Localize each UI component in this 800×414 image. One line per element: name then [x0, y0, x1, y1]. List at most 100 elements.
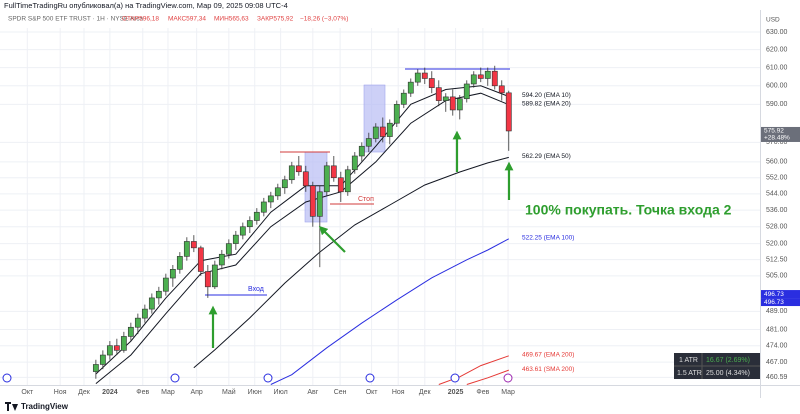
y-tick-label: 512.50	[766, 256, 788, 263]
symbol-header: SPDR S&P 500 ETF TRUST · 1Н · NYSE Arca …	[8, 16, 348, 23]
candle-body	[491, 70, 498, 87]
indicator-line	[95, 92, 509, 384]
atr-cell: 1.5 ATR	[677, 370, 702, 377]
x-tick-label: Ноя	[392, 389, 405, 396]
atr-table: 1 ATR 16.67 (2.69%) 1.5 ATR 25.00 (4.34%…	[674, 353, 760, 379]
candle-body	[106, 345, 113, 356]
x-tick-label: Дек	[78, 389, 91, 396]
event-marker	[365, 373, 375, 383]
candle-body	[99, 354, 106, 365]
y-tick-label: 630.00	[766, 29, 788, 36]
x-tick-label: Авг	[307, 389, 318, 396]
price-tag	[761, 298, 800, 307]
events	[2, 373, 513, 383]
indicator-label: 463.61 (SMA 200)	[522, 366, 574, 373]
x-tick-label: Фев	[476, 389, 489, 396]
candles	[92, 65, 512, 379]
candle-body	[183, 241, 190, 257]
candle-body	[190, 241, 197, 249]
indicator-line	[438, 355, 509, 385]
indicator-label: 594.20 (EMA 10)	[522, 92, 571, 99]
candle-body	[372, 126, 379, 139]
candle-body	[113, 345, 120, 351]
y-tick-label: 610.00	[766, 64, 788, 71]
x-tick-label: Апр	[190, 389, 202, 396]
candle-body	[295, 165, 302, 173]
candle-body	[169, 269, 176, 279]
y-tick-label: 600.00	[766, 83, 788, 90]
candle-body	[239, 226, 246, 236]
y-tick-label: 505.00	[766, 273, 788, 280]
low: МИН565,63	[214, 16, 249, 23]
indicator-line	[466, 369, 509, 385]
y-tick-label: 544.00	[766, 191, 788, 198]
candle-body	[211, 264, 218, 288]
candle-body	[148, 297, 155, 310]
atr-cell: 16.67 (2.69%)	[706, 357, 750, 364]
candle-body	[442, 96, 449, 101]
x-tick-label: Июл	[274, 389, 288, 396]
candle-body	[92, 364, 99, 372]
price-tag	[761, 126, 800, 142]
candle-body	[386, 122, 393, 137]
y-tick-label: 489.00	[766, 308, 788, 315]
price-tag-label: 575.92	[764, 128, 784, 135]
arrows	[208, 130, 514, 348]
symbol: SPDR S&P 500 ETF TRUST · 1Н · NYSE Arca	[8, 16, 143, 23]
y-tick-label: 460.59	[766, 374, 788, 381]
x-tick-label: 2025	[448, 389, 464, 396]
y-tick-label: 552.00	[766, 175, 788, 182]
arrow	[318, 225, 346, 253]
event-marker	[450, 373, 460, 383]
indicator-label: 562.29 (EMA 50)	[522, 153, 571, 160]
x-tick-label: Мар	[501, 389, 515, 396]
candle-body	[498, 85, 505, 94]
candle-body	[365, 138, 372, 147]
axes: 630.00 620.00 610.00 600.00 590.00 570.00 560.…	[21, 29, 800, 396]
candle-body	[337, 177, 344, 193]
candle-body	[253, 211, 260, 221]
candle-body	[197, 247, 204, 272]
candle-body	[456, 98, 463, 111]
candle-body	[505, 92, 512, 132]
candle-body	[134, 317, 141, 328]
y-tick-label: 590.00	[766, 101, 788, 108]
candle-body	[414, 72, 421, 83]
event-marker	[263, 373, 273, 383]
candle-body	[232, 234, 239, 244]
candle-body	[393, 104, 400, 124]
currency: USD	[766, 17, 780, 24]
y-tick-label: 481.00	[766, 326, 788, 333]
y-tick-label: 560.00	[766, 159, 788, 166]
candle-body	[127, 326, 134, 337]
callout: 100% покупать. Точка входа 2	[525, 202, 732, 218]
high: МАКС597,34	[168, 16, 206, 23]
candle-body	[484, 70, 491, 79]
candle-body	[407, 81, 414, 94]
range-box	[304, 151, 328, 223]
atr-cell: 25.00 (4.34%)	[706, 370, 750, 377]
candle-body	[379, 126, 386, 137]
candle-body	[351, 155, 358, 171]
stop-label: Стоп	[358, 196, 374, 203]
candle-body	[316, 191, 323, 217]
candle-body	[260, 201, 267, 213]
x-tick-label: Май	[222, 388, 236, 396]
candle-body	[267, 195, 274, 203]
indicator-line	[95, 85, 509, 375]
x-tick-label: Июн	[248, 389, 262, 396]
candle-body	[435, 87, 442, 101]
candle-body	[344, 169, 351, 193]
candle-body	[176, 256, 183, 270]
candle-body	[428, 78, 435, 88]
candle-body	[470, 74, 477, 85]
publisher: FullTimeTradingRu опубликовал(а) на Trad…	[4, 1, 288, 10]
y-tick-label: 620.00	[766, 47, 788, 54]
x-tick-label: Сен	[334, 389, 347, 396]
candle-body	[225, 243, 232, 255]
candle-body	[421, 72, 428, 79]
y-tick-label: 474.00	[766, 343, 788, 350]
candle-body	[463, 83, 470, 100]
candle-body	[162, 277, 169, 292]
indicators	[95, 85, 510, 385]
